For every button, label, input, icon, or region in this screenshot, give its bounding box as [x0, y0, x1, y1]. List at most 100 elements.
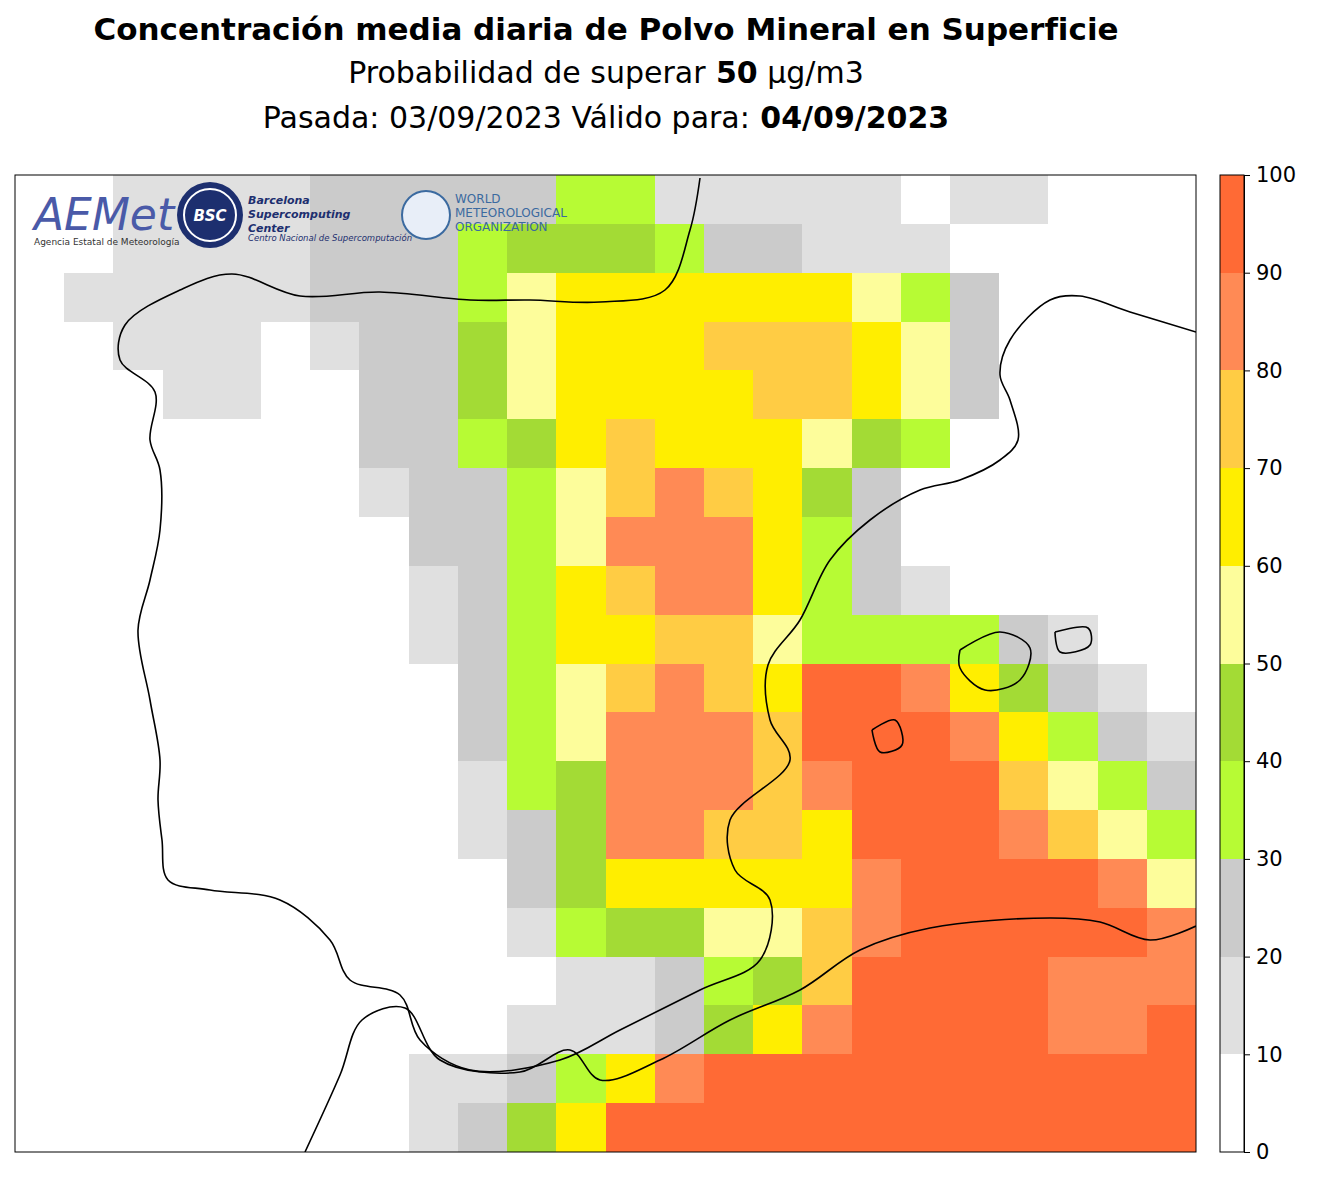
colorbar-tick: 100 [1244, 163, 1296, 187]
cell [753, 810, 803, 859]
colorbar-tick: 70 [1244, 456, 1283, 480]
colorbar-tick-mark [1244, 468, 1250, 469]
cell [704, 566, 754, 615]
cell [950, 859, 1000, 908]
subtitle-part: 50 [706, 55, 758, 90]
cell [901, 1054, 951, 1103]
colorbar: 0102030405060708090100 [1220, 163, 1296, 1164]
cell [310, 761, 360, 810]
cell [999, 957, 1049, 1006]
cell [606, 224, 656, 273]
cell [163, 468, 213, 517]
cell [704, 908, 754, 957]
cell [950, 810, 1000, 859]
cell [999, 175, 1049, 224]
cell [999, 224, 1049, 273]
cell [113, 273, 163, 322]
cell [310, 664, 360, 713]
cell [163, 566, 213, 615]
colorbar-tick: 60 [1244, 554, 1283, 578]
colorbar-tick-label: 0 [1256, 1140, 1269, 1164]
cell [901, 664, 951, 713]
cell [113, 761, 163, 810]
cell [212, 712, 262, 761]
colorbar-tick-mark [1244, 370, 1250, 371]
cell [704, 273, 754, 322]
cell [163, 273, 213, 322]
cell [64, 1103, 114, 1152]
cell [606, 1103, 656, 1152]
cell [15, 468, 65, 517]
cell [409, 517, 459, 566]
cell [556, 273, 606, 322]
cell [261, 419, 311, 468]
cell [704, 1103, 754, 1152]
cell [113, 957, 163, 1006]
cell [15, 859, 65, 908]
cell [999, 908, 1049, 957]
cell [950, 468, 1000, 517]
cell [1147, 810, 1196, 859]
cell [802, 1054, 852, 1103]
cell [950, 224, 1000, 273]
subtitle-part: Probabilidad de superar [348, 55, 706, 90]
cell [261, 712, 311, 761]
cell [1147, 1005, 1196, 1054]
cell [556, 322, 606, 371]
colorbar-bin [1220, 761, 1244, 859]
cell [999, 810, 1049, 859]
cell [64, 957, 114, 1006]
cell [64, 419, 114, 468]
cell [212, 664, 262, 713]
cell [606, 1005, 656, 1054]
cell [999, 273, 1049, 322]
colorbar-tick: 90 [1244, 261, 1283, 285]
cell [458, 517, 508, 566]
cell [753, 1103, 803, 1152]
cell [655, 1103, 705, 1152]
cell [704, 859, 754, 908]
cell [901, 419, 951, 468]
colorbar-tick: 0 [1244, 1140, 1269, 1164]
cell [852, 517, 902, 566]
logo-text: METEOROLOGICAL [455, 206, 567, 220]
cell [1098, 810, 1148, 859]
cell [852, 370, 902, 419]
cell [606, 859, 656, 908]
cell [359, 1005, 409, 1054]
cell [310, 1103, 360, 1152]
cell [212, 517, 262, 566]
cell [359, 273, 409, 322]
colorbar-bin [1220, 859, 1244, 957]
cell [359, 810, 409, 859]
cell [507, 712, 557, 761]
cell [409, 322, 459, 371]
cell [753, 175, 803, 224]
cell [655, 566, 705, 615]
cell [1147, 1103, 1196, 1152]
cell [950, 566, 1000, 615]
cell [999, 761, 1049, 810]
run-part: Pasada: 03/09/2023 Válido para: [263, 100, 750, 135]
cell [655, 957, 705, 1006]
cell [409, 370, 459, 419]
cell [1147, 273, 1196, 322]
cell [852, 1005, 902, 1054]
cell [64, 273, 114, 322]
cell [802, 1103, 852, 1152]
cell [753, 517, 803, 566]
cell [999, 615, 1049, 664]
cell [261, 322, 311, 371]
cell [212, 908, 262, 957]
cell [1147, 370, 1196, 419]
cell [15, 761, 65, 810]
cell [507, 908, 557, 957]
cell [556, 712, 606, 761]
cell [359, 468, 409, 517]
cell [1098, 175, 1148, 224]
cell [802, 468, 852, 517]
cell [1147, 712, 1196, 761]
cell [409, 419, 459, 468]
cell [113, 664, 163, 713]
map-frame [15, 175, 1196, 1152]
